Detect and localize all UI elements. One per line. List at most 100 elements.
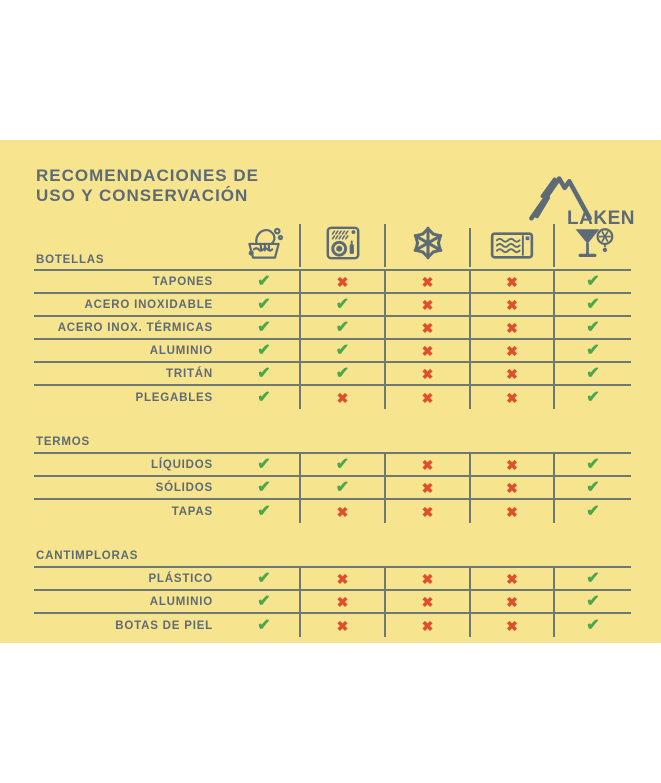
check-icon: ✔ xyxy=(335,295,350,313)
dishwasher-icon xyxy=(324,224,362,267)
table-row: PLEGABLES ✔ ✖ ✖ ✖ ✔ xyxy=(34,386,631,409)
section-title: CANTIMPLORAS xyxy=(36,550,139,562)
row-label-cell: LÍQUIDOS xyxy=(34,454,229,475)
check-mark-cell: ✔ xyxy=(553,294,631,315)
section-title: BOTELLAS xyxy=(36,254,105,266)
check-mark-cell: ✔ xyxy=(229,294,299,315)
row-label-cell: TAPONES xyxy=(34,271,229,292)
freezer-icon xyxy=(409,224,447,267)
check-icon: ✔ xyxy=(335,364,350,382)
row-label-cell: ALUMINIO xyxy=(34,591,229,612)
check-icon: ✔ xyxy=(586,592,600,610)
hand-wash-icon xyxy=(243,224,285,267)
cross-icon: ✖ xyxy=(421,617,434,634)
check-icon: ✔ xyxy=(586,478,600,496)
check-mark-cell: ✔ xyxy=(299,317,384,338)
row-label: ALUMINIO xyxy=(149,595,213,608)
cross-mark-cell: ✖ xyxy=(299,614,384,637)
check-icon: ✔ xyxy=(586,455,600,473)
title-line-1: RECOMENDACIONES DE xyxy=(36,166,259,185)
check-icon: ✔ xyxy=(586,295,600,313)
check-icon: ✔ xyxy=(586,364,600,382)
row-label: TRITÁN xyxy=(166,367,213,380)
row-label-cell: SÓLIDOS xyxy=(34,477,229,498)
check-icon: ✔ xyxy=(586,318,600,336)
cross-mark-cell: ✖ xyxy=(384,454,469,475)
drinks-icon xyxy=(571,224,615,267)
check-icon: ✔ xyxy=(257,502,271,520)
cross-icon: ✖ xyxy=(421,456,434,473)
row-label: LÍQUIDOS xyxy=(151,458,213,471)
check-mark-cell: ✔ xyxy=(553,271,631,292)
section-header-row: CANTIMPLORAS xyxy=(34,535,631,568)
row-label-cell: PLEGABLES xyxy=(34,386,229,409)
check-mark-cell: ✔ xyxy=(299,363,384,384)
cross-icon: ✖ xyxy=(421,479,434,496)
table-row: PLÁSTICO ✔ ✖ ✖ ✖ ✔ xyxy=(34,568,631,591)
check-mark-cell: ✔ xyxy=(229,614,299,637)
cross-icon: ✖ xyxy=(336,389,349,406)
check-icon: ✔ xyxy=(586,341,600,359)
cross-icon: ✖ xyxy=(506,593,518,610)
row-label: ALUMINIO xyxy=(149,344,213,357)
check-icon: ✔ xyxy=(335,341,350,359)
table-row: BOTAS DE PIEL ✔ ✖ ✖ ✖ ✔ xyxy=(34,614,631,637)
cross-icon: ✖ xyxy=(421,342,434,359)
check-icon: ✔ xyxy=(257,272,271,290)
column-header-cell xyxy=(299,224,384,267)
cross-mark-cell: ✖ xyxy=(384,568,469,589)
section-label-cell: BOTELLAS xyxy=(34,254,229,267)
check-mark-cell: ✔ xyxy=(553,591,631,612)
check-mark-cell: ✔ xyxy=(299,294,384,315)
recommendations-card: RECOMENDACIONES DE USO Y CONSERVACIÓN LA… xyxy=(0,140,661,643)
check-mark-cell: ✔ xyxy=(553,340,631,361)
cross-mark-cell: ✖ xyxy=(469,454,553,475)
row-label-cell: ALUMINIO xyxy=(34,340,229,361)
cross-mark-cell: ✖ xyxy=(469,500,553,523)
cross-icon: ✖ xyxy=(421,570,434,587)
cross-mark-cell: ✖ xyxy=(299,271,384,292)
check-mark-cell: ✔ xyxy=(553,614,631,637)
row-label-cell: ACERO INOXIDABLE xyxy=(34,294,229,315)
title-line-2: USO Y CONSERVACIÓN xyxy=(36,186,249,206)
cross-mark-cell: ✖ xyxy=(469,568,553,589)
cross-icon: ✖ xyxy=(421,593,434,610)
cross-icon: ✖ xyxy=(506,503,518,520)
check-icon: ✔ xyxy=(257,364,271,382)
table-row: ACERO INOXIDABLE ✔ ✔ ✖ ✖ ✔ xyxy=(34,294,631,317)
cross-icon: ✖ xyxy=(421,296,434,313)
row-label: PLEGABLES xyxy=(135,391,213,404)
cross-icon: ✖ xyxy=(421,503,434,520)
row-label-cell: TRITÁN xyxy=(34,363,229,384)
cross-icon: ✖ xyxy=(506,319,518,336)
column-header-cell xyxy=(469,228,553,267)
row-label: ACERO INOXIDABLE xyxy=(84,298,213,311)
table-row: TAPONES ✔ ✖ ✖ ✖ ✔ xyxy=(34,271,631,294)
check-icon: ✔ xyxy=(335,455,350,473)
check-mark-cell: ✔ xyxy=(553,317,631,338)
cross-icon: ✖ xyxy=(336,570,349,587)
row-label: PLÁSTICO xyxy=(148,572,213,585)
microwave-icon xyxy=(489,228,535,267)
section-title: TERMOS xyxy=(36,436,90,448)
cross-mark-cell: ✖ xyxy=(299,500,384,523)
check-mark-cell: ✔ xyxy=(229,591,299,612)
section-header-row: TERMOS xyxy=(34,421,631,454)
check-mark-cell: ✔ xyxy=(553,568,631,589)
table-row: TRITÁN ✔ ✔ ✖ ✖ ✔ xyxy=(34,363,631,386)
row-label: SÓLIDOS xyxy=(155,481,213,494)
check-mark-cell: ✔ xyxy=(553,500,631,523)
check-icon: ✔ xyxy=(586,616,600,634)
laken-logo: LAKEN xyxy=(517,172,637,232)
table-row: LÍQUIDOS ✔ ✔ ✖ ✖ ✔ xyxy=(34,454,631,477)
cross-icon: ✖ xyxy=(506,570,518,587)
check-icon: ✔ xyxy=(335,478,350,496)
check-icon: ✔ xyxy=(257,341,271,359)
cross-icon: ✖ xyxy=(421,389,434,406)
check-mark-cell: ✔ xyxy=(299,454,384,475)
cross-mark-cell: ✖ xyxy=(299,568,384,589)
cross-mark-cell: ✖ xyxy=(469,340,553,361)
cross-icon: ✖ xyxy=(421,319,434,336)
cross-icon: ✖ xyxy=(506,389,518,406)
